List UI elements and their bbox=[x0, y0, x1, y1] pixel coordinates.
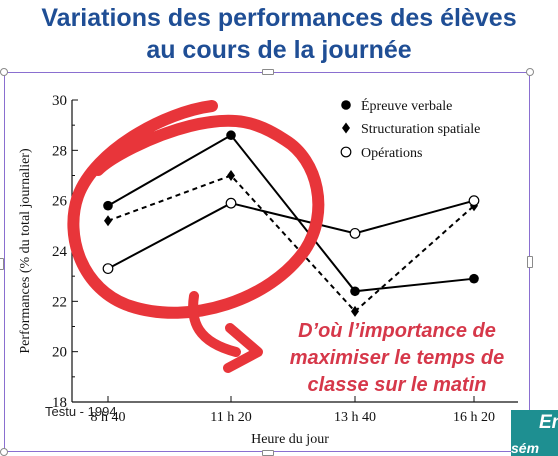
data-point-s0-3 bbox=[469, 273, 479, 284]
teal-box-subtext: sém bbox=[511, 440, 540, 456]
legend-label-2: Opérations bbox=[361, 146, 422, 161]
data-point-s0-0 bbox=[103, 200, 113, 211]
legend-marker-1 bbox=[342, 122, 350, 134]
annotation-text: D’où l’importance de maximiser le temps … bbox=[262, 318, 532, 399]
chart-markers bbox=[102, 130, 480, 317]
annotation-line-1: D’où l’importance de bbox=[298, 320, 496, 342]
legend-label-0: Épreuve verbale bbox=[361, 97, 452, 114]
data-point-s0-2 bbox=[350, 286, 360, 297]
slide-title: Variations des performances des élèves a… bbox=[0, 2, 558, 66]
data-point-s1-0 bbox=[104, 215, 112, 227]
slide-title-line-2: au cours de la journée bbox=[146, 36, 412, 64]
series-line-1 bbox=[107, 174, 475, 313]
resize-handle-middle-left[interactable] bbox=[0, 258, 4, 270]
y-tick-label-2: 22 bbox=[52, 294, 67, 310]
hand-drawn-arrow-shaft bbox=[188, 291, 241, 357]
resize-handle-top-middle[interactable] bbox=[262, 69, 274, 75]
x-tick-label-3: 16 h 20 bbox=[453, 410, 495, 425]
y-tick-label-4: 26 bbox=[52, 194, 68, 210]
y-axis-label: Performances (% du total journalier) bbox=[18, 148, 33, 354]
legend-marker-0 bbox=[341, 100, 351, 110]
data-point-s1-1 bbox=[227, 170, 235, 181]
data-point-s2-0 bbox=[102, 263, 114, 275]
annotation-line-2: maximiser le temps de bbox=[289, 347, 505, 369]
y-tick-label-6: 30 bbox=[52, 93, 67, 109]
y-tick-label-0: 18 bbox=[52, 395, 67, 411]
series-line-2 bbox=[107, 199, 475, 270]
data-point-s2-1 bbox=[225, 197, 237, 209]
data-point-s1-2 bbox=[351, 305, 359, 317]
chart-series-lines bbox=[107, 133, 475, 313]
y-tick-label-3: 24 bbox=[52, 244, 68, 260]
legend-marker-2 bbox=[340, 146, 352, 158]
resize-handle-top-left[interactable] bbox=[0, 68, 8, 76]
teal-box-text: En bbox=[539, 412, 558, 433]
chart-axes: 18 20 22 24 26 28 30 8 h 40 11 h 20 13 h 40 16 h 2… bbox=[18, 93, 518, 447]
y-tick-label-5: 28 bbox=[52, 143, 67, 159]
x-tick-label-0: 8 h 40 bbox=[91, 410, 126, 425]
data-point-s2-3 bbox=[468, 195, 480, 207]
resize-handle-top-right[interactable] bbox=[526, 68, 534, 76]
x-axis-label: Heure du jour bbox=[251, 432, 329, 447]
chart-legend: Épreuve verbale Structuration spatiale Opé… bbox=[340, 97, 480, 161]
hand-drawn-arrow-head bbox=[223, 323, 263, 373]
data-point-s0-1 bbox=[226, 130, 236, 141]
legend-label-1: Structuration spatiale bbox=[361, 122, 480, 137]
series-line-0 bbox=[107, 133, 475, 293]
annotation-line-3: classe sur le matin bbox=[307, 374, 487, 396]
next-slide-teal-box[interactable]: En sém bbox=[511, 410, 558, 456]
x-tick-label-2: 13 h 40 bbox=[334, 410, 376, 425]
hand-drawn-circle-highlight bbox=[67, 100, 325, 319]
y-tick-label-1: 20 bbox=[52, 345, 67, 361]
slide-title-line-1: Variations des performances des élèves bbox=[41, 4, 517, 32]
resize-handle-middle-right[interactable] bbox=[527, 256, 533, 268]
x-tick-label-1: 11 h 20 bbox=[210, 410, 251, 425]
chart-overlay bbox=[67, 100, 325, 373]
data-point-s2-2 bbox=[349, 227, 361, 239]
source-citation: Testu - 1994 bbox=[45, 404, 117, 419]
